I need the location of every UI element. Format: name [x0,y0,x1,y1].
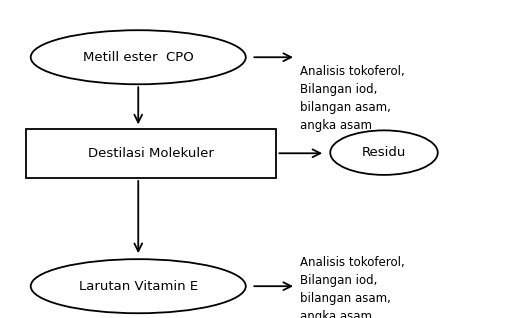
Text: Destilasi Molekuler: Destilasi Molekuler [88,147,214,160]
Text: Residu: Residu [362,146,406,159]
Bar [26,129,276,178]
Text: Metill ester  CPO: Metill ester CPO [83,51,194,64]
Text: Larutan Vitamin E: Larutan Vitamin E [79,280,198,293]
Text: Analisis tokoferol,
Bilangan iod,
bilangan asam,
angka asam: Analisis tokoferol, Bilangan iod, bilang… [300,256,404,318]
Text: Analisis tokoferol,
Bilangan iod,
bilangan asam,
angka asam: Analisis tokoferol, Bilangan iod, bilang… [300,65,404,132]
